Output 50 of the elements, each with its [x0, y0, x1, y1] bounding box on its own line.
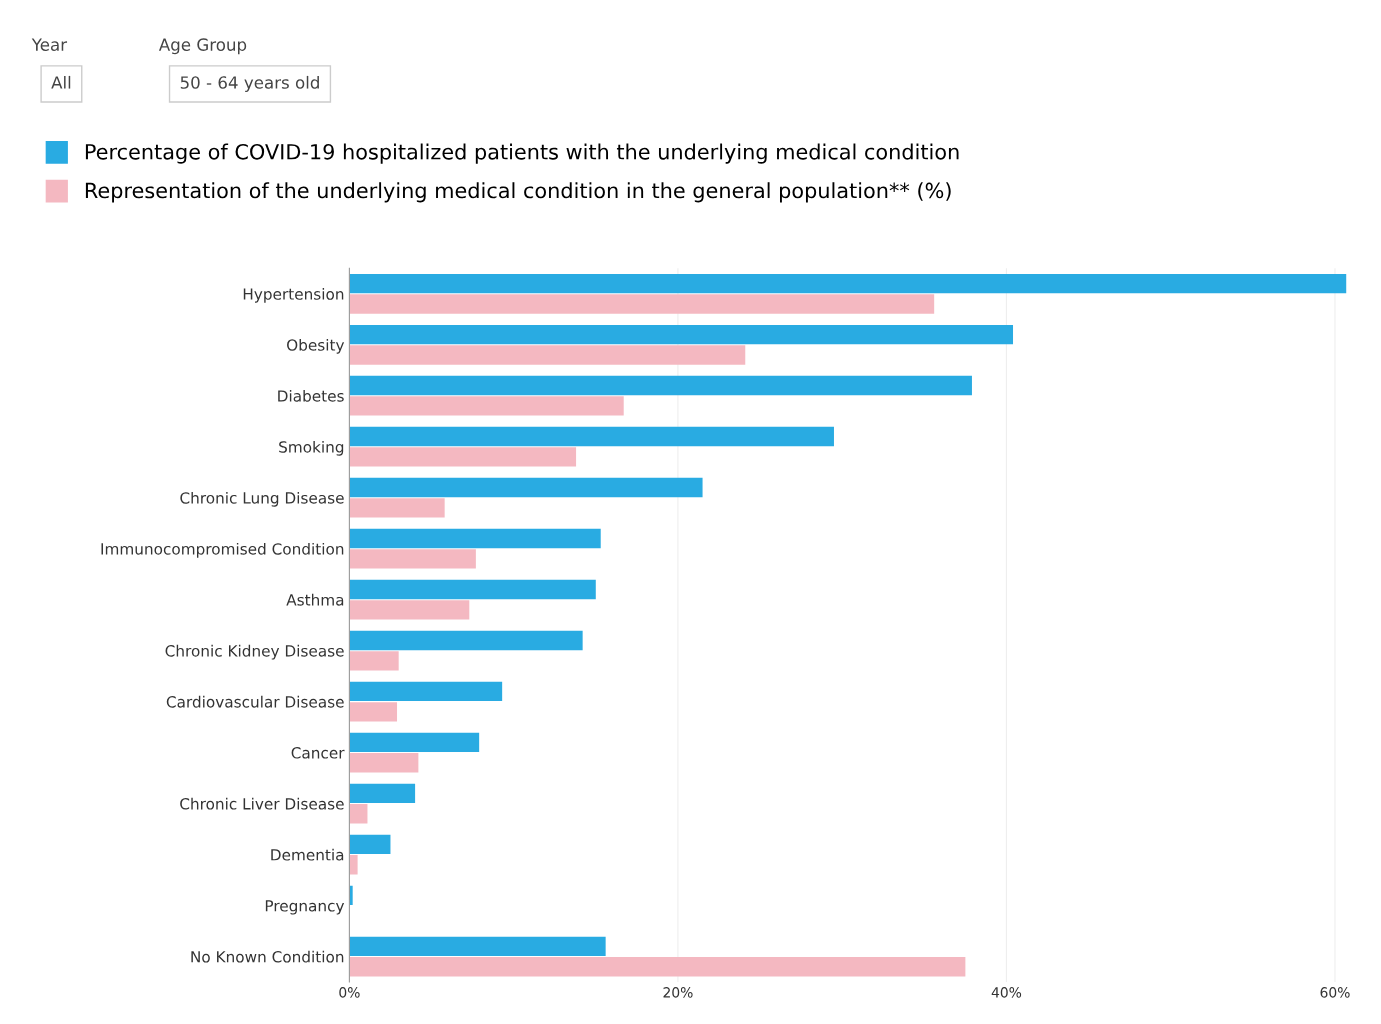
y-tick-label: Diabetes — [278, 389, 344, 402]
text: 50 - 64 years old — [180, 75, 319, 93]
legend-label: Percentage of COVID-19 hospitalized patients with the underlying medical condition — [85, 143, 959, 164]
y-tick-label: Chronic Liver Disease — [180, 797, 344, 810]
bar — [349, 528, 601, 549]
y-tick-label: Immunocompromised Condition — [101, 542, 344, 558]
bar — [349, 957, 966, 977]
y-tick-label: Cardiovascular Disease — [166, 695, 344, 708]
bar — [349, 855, 358, 875]
bar — [349, 834, 391, 855]
x-tick-label: 0% — [339, 987, 360, 998]
y-tick-label: No Known Condition — [191, 950, 344, 963]
text: Age Group — [158, 38, 247, 55]
bar — [349, 600, 470, 620]
bar — [349, 783, 416, 804]
bar — [349, 702, 398, 722]
bar — [349, 804, 368, 824]
bar — [349, 498, 445, 518]
y-tick-label: Cancer — [291, 747, 345, 759]
bar — [349, 630, 583, 651]
y-tick-label: Chronic Kidney Disease — [165, 644, 344, 660]
y-tick-label: Asthma — [286, 593, 344, 606]
bar — [349, 447, 577, 467]
bar — [349, 426, 834, 447]
bar — [349, 294, 935, 314]
y-tick-label: Hypertension — [243, 287, 344, 303]
bar — [349, 753, 419, 773]
bar — [349, 651, 399, 671]
x-tick-label: 20% — [663, 987, 693, 998]
y-tick-label: Obesity — [287, 338, 345, 354]
y-tick-label: Smoking — [279, 440, 344, 456]
y-tick-label: Chronic Lung Disease — [180, 491, 344, 507]
bar — [349, 396, 624, 416]
legend-label: Representation of the underlying medical condition in the general population** (%) — [85, 182, 951, 203]
bar — [349, 681, 503, 702]
bar — [349, 936, 606, 957]
bar — [349, 549, 476, 569]
text: Year — [31, 38, 68, 51]
text: All — [51, 75, 71, 89]
bar — [349, 345, 746, 365]
x-tick-label: 40% — [991, 987, 1022, 998]
x-tick-label: 60% — [1320, 987, 1350, 998]
y-tick-label: Pregnancy — [265, 900, 345, 915]
bar — [349, 324, 1014, 345]
bar — [349, 732, 480, 753]
bar — [349, 579, 596, 600]
bar — [349, 273, 1347, 294]
bar — [349, 375, 972, 396]
bar — [349, 477, 703, 498]
y-tick-label: Dementia — [271, 848, 344, 861]
